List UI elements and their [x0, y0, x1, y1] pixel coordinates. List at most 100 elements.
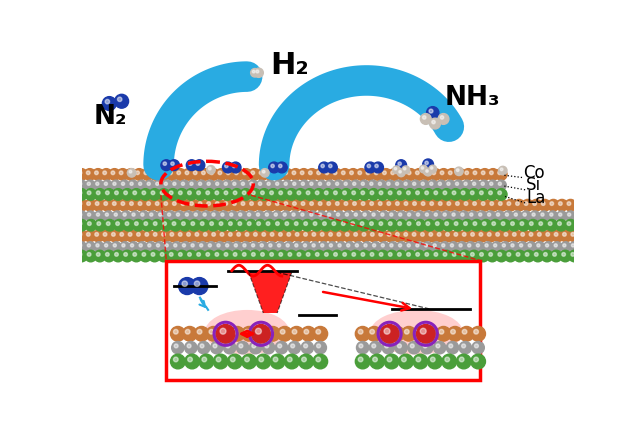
- Circle shape: [371, 242, 381, 252]
- Circle shape: [196, 253, 200, 256]
- Circle shape: [488, 181, 498, 191]
- Circle shape: [370, 355, 385, 369]
- Circle shape: [257, 214, 260, 217]
- Circle shape: [218, 231, 229, 242]
- Circle shape: [454, 233, 458, 237]
- Circle shape: [471, 220, 483, 231]
- Circle shape: [198, 202, 202, 206]
- Circle shape: [87, 191, 91, 195]
- Circle shape: [495, 169, 507, 181]
- Circle shape: [199, 169, 211, 181]
- Circle shape: [130, 183, 133, 186]
- Circle shape: [78, 202, 82, 206]
- Circle shape: [268, 251, 279, 262]
- Circle shape: [443, 214, 446, 217]
- Circle shape: [189, 220, 200, 231]
- Circle shape: [396, 233, 399, 237]
- Circle shape: [405, 220, 417, 231]
- Circle shape: [382, 342, 394, 354]
- Circle shape: [327, 183, 330, 186]
- Circle shape: [140, 189, 151, 201]
- Circle shape: [95, 233, 99, 237]
- Circle shape: [339, 220, 351, 231]
- Circle shape: [410, 231, 422, 242]
- Circle shape: [390, 214, 393, 217]
- Circle shape: [248, 214, 251, 217]
- Circle shape: [154, 242, 164, 252]
- Circle shape: [550, 251, 562, 262]
- Circle shape: [250, 202, 253, 206]
- Circle shape: [96, 244, 99, 247]
- Circle shape: [200, 344, 204, 348]
- Circle shape: [406, 191, 410, 195]
- Circle shape: [339, 169, 351, 181]
- Circle shape: [342, 171, 345, 175]
- Circle shape: [225, 165, 228, 168]
- Circle shape: [528, 244, 531, 247]
- Circle shape: [209, 330, 214, 334]
- Circle shape: [158, 251, 170, 262]
- Circle shape: [532, 202, 536, 206]
- Circle shape: [490, 202, 493, 206]
- Circle shape: [286, 244, 289, 247]
- Circle shape: [422, 189, 434, 201]
- Circle shape: [277, 327, 292, 341]
- Circle shape: [162, 181, 172, 191]
- Circle shape: [479, 200, 490, 211]
- Circle shape: [386, 220, 397, 231]
- Circle shape: [344, 183, 348, 186]
- Circle shape: [375, 165, 378, 168]
- Circle shape: [116, 222, 120, 226]
- Text: Co: Co: [523, 163, 545, 181]
- Circle shape: [115, 191, 118, 195]
- Circle shape: [138, 183, 141, 186]
- Circle shape: [388, 222, 392, 226]
- Circle shape: [489, 191, 492, 195]
- Circle shape: [480, 220, 492, 231]
- Circle shape: [220, 233, 224, 237]
- Circle shape: [349, 189, 361, 201]
- Circle shape: [275, 342, 287, 354]
- Circle shape: [85, 242, 95, 252]
- Circle shape: [203, 214, 206, 217]
- Circle shape: [230, 163, 241, 174]
- Circle shape: [276, 189, 288, 201]
- Circle shape: [176, 251, 188, 262]
- Circle shape: [402, 167, 410, 174]
- Circle shape: [227, 220, 238, 231]
- Circle shape: [230, 357, 235, 362]
- Circle shape: [466, 242, 476, 252]
- Circle shape: [287, 357, 292, 362]
- Circle shape: [207, 183, 211, 186]
- Circle shape: [349, 251, 361, 262]
- Circle shape: [349, 220, 360, 231]
- Circle shape: [195, 233, 199, 237]
- Circle shape: [376, 200, 388, 211]
- Circle shape: [340, 251, 352, 262]
- Circle shape: [209, 168, 211, 171]
- Circle shape: [282, 169, 293, 181]
- Circle shape: [446, 169, 458, 181]
- Circle shape: [361, 183, 364, 186]
- Circle shape: [452, 220, 463, 231]
- Circle shape: [501, 222, 505, 226]
- Circle shape: [295, 233, 299, 237]
- Circle shape: [530, 211, 540, 221]
- Circle shape: [516, 253, 520, 256]
- Circle shape: [420, 329, 426, 334]
- Circle shape: [88, 214, 91, 217]
- Circle shape: [208, 244, 211, 247]
- Circle shape: [548, 222, 552, 226]
- Circle shape: [248, 222, 251, 226]
- Circle shape: [557, 211, 566, 221]
- Circle shape: [370, 330, 374, 334]
- Circle shape: [545, 244, 548, 247]
- Circle shape: [447, 183, 450, 186]
- Circle shape: [204, 251, 215, 262]
- Circle shape: [252, 231, 263, 242]
- Circle shape: [104, 202, 108, 206]
- Circle shape: [477, 251, 489, 262]
- Circle shape: [109, 231, 121, 242]
- Circle shape: [490, 183, 493, 186]
- Circle shape: [462, 200, 474, 211]
